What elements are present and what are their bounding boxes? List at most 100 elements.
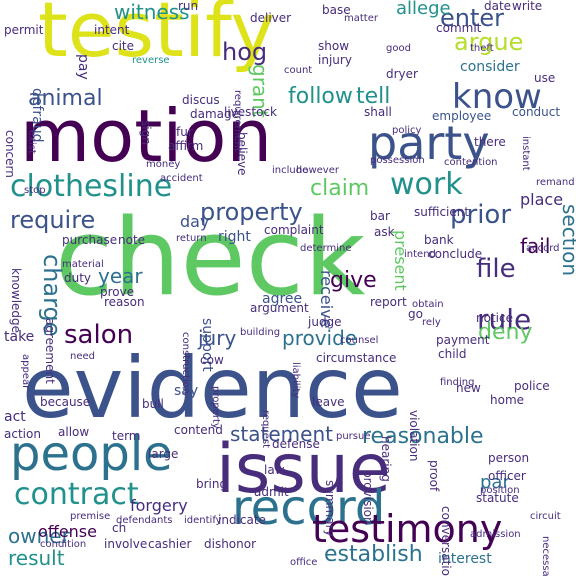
- cloud-word: police: [514, 379, 550, 393]
- cloud-word: argue: [454, 28, 524, 56]
- cloud-word: claim: [310, 176, 370, 201]
- cloud-word: because: [40, 395, 91, 409]
- cloud-word: date: [484, 0, 512, 13]
- cloud-word: motion: [20, 94, 273, 178]
- cloud-word: allege: [396, 0, 451, 19]
- cloud-word: dishonor: [204, 537, 257, 551]
- cloud-word: accord: [526, 243, 560, 254]
- cloud-word: new: [456, 381, 481, 395]
- cloud-word: work: [390, 167, 463, 202]
- cloud-word: purchase: [62, 233, 118, 247]
- cloud-word: record: [232, 480, 386, 536]
- cloud-word: notice: [476, 311, 513, 325]
- cloud-word: affirm: [168, 139, 204, 153]
- cloud-word: cashier: [148, 537, 192, 551]
- cloud-word: judge: [308, 315, 342, 329]
- cloud-word: par: [480, 472, 510, 493]
- cloud-word: leave: [312, 395, 345, 409]
- cloud-word: sign: [139, 120, 153, 145]
- cloud-word: right: [218, 229, 251, 245]
- cloud-word: argument: [250, 301, 309, 315]
- cloud-word: cow: [200, 353, 224, 367]
- cloud-word: however: [296, 165, 339, 176]
- cloud-word: bar: [370, 209, 390, 223]
- cloud-word: show: [318, 39, 350, 53]
- cloud-word: matter: [344, 13, 378, 24]
- cloud-word: salon: [64, 320, 134, 350]
- cloud-word: action: [4, 427, 41, 441]
- cloud-word: knowledge: [9, 268, 23, 334]
- cloud-word: follow: [288, 84, 353, 109]
- cloud-word: livestock: [224, 105, 277, 119]
- cloud-word: fail: [520, 234, 551, 258]
- cloud-word: evidence: [22, 339, 403, 437]
- cloud-word: count: [284, 65, 313, 76]
- cloud-word: statute: [476, 491, 519, 505]
- cloud-word: obtain: [412, 299, 444, 310]
- cloud-word: law: [264, 463, 285, 477]
- cloud-word: conversation: [439, 506, 453, 576]
- cloud-word: owner: [8, 524, 70, 548]
- cloud-word: defense: [272, 437, 320, 451]
- cloud-word: animal: [28, 86, 103, 111]
- cloud-word: building: [240, 327, 281, 338]
- cloud-word: agree: [262, 291, 303, 307]
- cloud-word: hearing: [379, 436, 393, 482]
- cloud-word: complaint: [264, 223, 324, 237]
- cloud-word: term: [112, 429, 141, 443]
- cloud-word: provide: [282, 326, 358, 350]
- cloud-word: summary: [323, 480, 337, 537]
- cloud-word: proof: [427, 460, 441, 492]
- cloud-word: policy: [392, 125, 422, 136]
- cloud-word: payment: [436, 333, 490, 347]
- cloud-word: necessary: [540, 536, 551, 576]
- cloud-word: contend: [174, 423, 223, 437]
- cloud-word: duty: [64, 271, 92, 285]
- cloud-word: determine: [300, 243, 352, 254]
- cloud-word: cite: [112, 39, 135, 53]
- cloud-word: note: [118, 233, 146, 247]
- cloud-word: fur: [176, 125, 193, 139]
- cloud-word: circumstance: [316, 351, 397, 365]
- cloud-word: file: [476, 254, 516, 284]
- cloud-word: intend: [404, 249, 436, 260]
- cloud-word: conduct: [512, 105, 561, 119]
- cloud-word: theft: [470, 43, 494, 54]
- cloud-word: hog: [222, 38, 268, 66]
- cloud-word: pay: [75, 54, 91, 80]
- cloud-word: material: [62, 259, 104, 270]
- cloud-word: go: [408, 307, 423, 321]
- cloud-word: good: [386, 43, 411, 54]
- cloud-word: employee: [432, 109, 492, 123]
- cloud-word: testify: [38, 0, 276, 74]
- cloud-word: dryer: [386, 67, 418, 81]
- cloud-word: there: [474, 135, 506, 149]
- cloud-word: result: [8, 546, 65, 570]
- cloud-word: circuit: [530, 511, 561, 522]
- cloud-word: discus: [182, 93, 220, 107]
- cloud-word: report: [370, 295, 407, 309]
- cloud-word: witness: [114, 0, 190, 24]
- cloud-word: act: [4, 409, 26, 425]
- cloud-word: ask: [374, 225, 395, 239]
- cloud-word: contention: [444, 157, 498, 168]
- cloud-word: rule: [477, 303, 532, 336]
- cloud-word: property: [200, 198, 303, 226]
- cloud-word: run: [178, 0, 199, 13]
- cloud-word: rely: [422, 317, 441, 328]
- cloud-word: involve: [104, 537, 148, 551]
- cloud-word: provision: [361, 470, 375, 525]
- cloud-word: sufficient: [414, 205, 470, 219]
- cloud-word: concern: [3, 130, 17, 178]
- cloud-word: pursue: [336, 431, 371, 442]
- cloud-word: ch: [112, 521, 127, 535]
- cloud-word: use: [534, 71, 556, 85]
- cloud-word: people: [10, 426, 173, 482]
- cloud-word: bring: [196, 477, 228, 491]
- cloud-word: admit: [254, 485, 289, 499]
- cloud-word: prior: [450, 200, 512, 230]
- cloud-word: year: [98, 264, 143, 288]
- cloud-word: statement: [230, 422, 333, 446]
- cloud-word: reverse: [132, 55, 170, 66]
- cloud-word: construction: [180, 332, 191, 395]
